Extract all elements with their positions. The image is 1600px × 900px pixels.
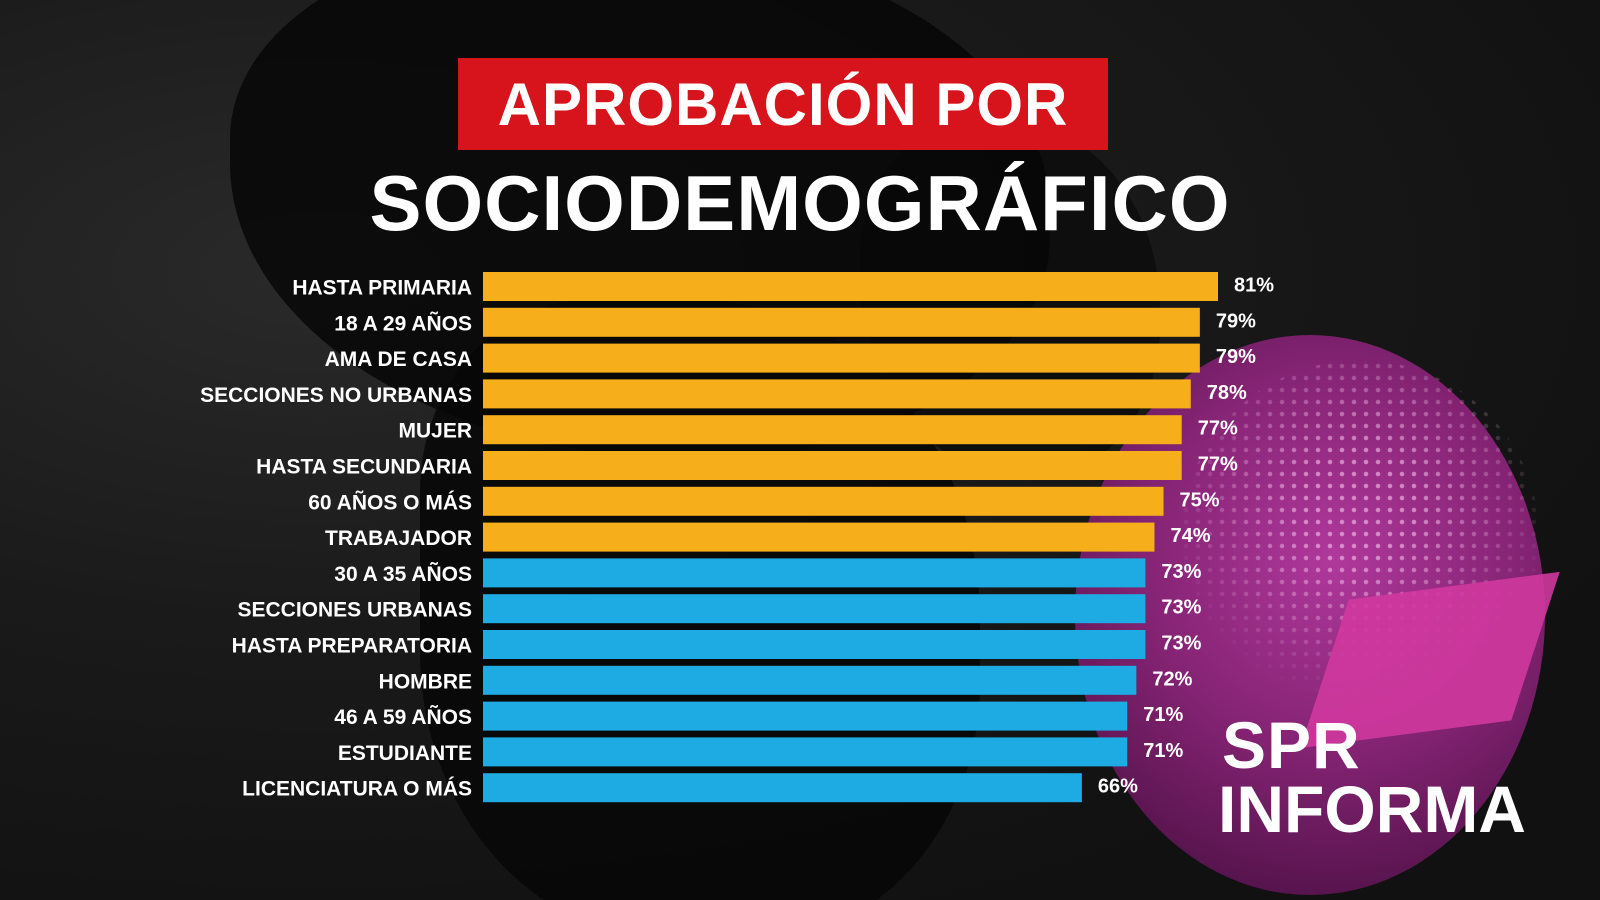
bar-3 [483, 343, 1200, 373]
bar-5 [483, 415, 1182, 445]
category-label: HASTA SECUNDARIA [256, 456, 472, 479]
category-label: 60 AÑOS O MÁS [308, 491, 472, 514]
category-label: 46 A 59 AÑOS [334, 706, 472, 729]
category-label: HASTA PREPARATORIA [232, 635, 472, 658]
logo-line-spr: SPR [1222, 708, 1361, 782]
bar-2 [483, 307, 1200, 337]
bar-11 [483, 630, 1146, 659]
category-label: TRABAJADOR [325, 527, 472, 550]
bar-14 [483, 737, 1128, 767]
bar-15 [483, 773, 1082, 803]
value-label: 73% [1161, 633, 1201, 655]
category-label: ESTUDIANTE [338, 742, 472, 765]
bar-12 [483, 665, 1137, 695]
bar-6 [483, 451, 1182, 480]
bar-4 [483, 379, 1191, 409]
value-label: 79% [1216, 310, 1256, 332]
category-label: SECCIONES URBANAS [237, 599, 472, 622]
value-label: 74% [1170, 525, 1210, 547]
category-label: 18 A 29 AÑOS [334, 312, 472, 335]
value-label: 79% [1216, 346, 1256, 368]
bar-1 [483, 272, 1218, 301]
category-label: HASTA PRIMARIA [292, 277, 472, 300]
category-label: SECCIONES NO URBANAS [200, 384, 472, 407]
value-label: 77% [1198, 454, 1238, 476]
value-label: 73% [1161, 597, 1201, 619]
value-label: 81% [1234, 275, 1274, 297]
bar-13 [483, 701, 1128, 731]
value-label: 78% [1207, 382, 1247, 404]
value-label: 72% [1152, 668, 1192, 690]
chart-title: APROBACIÓN POR [497, 70, 1069, 138]
bar-8 [483, 522, 1155, 552]
value-label: 77% [1198, 418, 1238, 440]
value-label: 73% [1161, 561, 1201, 583]
value-label: 75% [1180, 489, 1220, 511]
spr-informa-logo: SPR INFORMA [1218, 712, 1548, 852]
category-label: LICENCIATURA O MÁS [242, 778, 472, 801]
value-label: 66% [1098, 776, 1138, 798]
category-label: 30 A 35 AÑOS [334, 563, 472, 586]
value-label: 71% [1143, 740, 1183, 762]
bar-10 [483, 594, 1146, 624]
title-banner: APROBACIÓN POR [458, 58, 1108, 150]
category-label: MUJER [398, 420, 472, 443]
category-label: HOMBRE [379, 670, 472, 693]
category-label: AMA DE CASA [325, 348, 472, 371]
chart-subtitle: SOCIODEMOGRÁFICO [369, 159, 1231, 247]
bar-9 [483, 558, 1146, 588]
logo-line-informa: INFORMA [1218, 772, 1526, 846]
value-label: 71% [1143, 704, 1183, 726]
bar-7 [483, 486, 1164, 516]
